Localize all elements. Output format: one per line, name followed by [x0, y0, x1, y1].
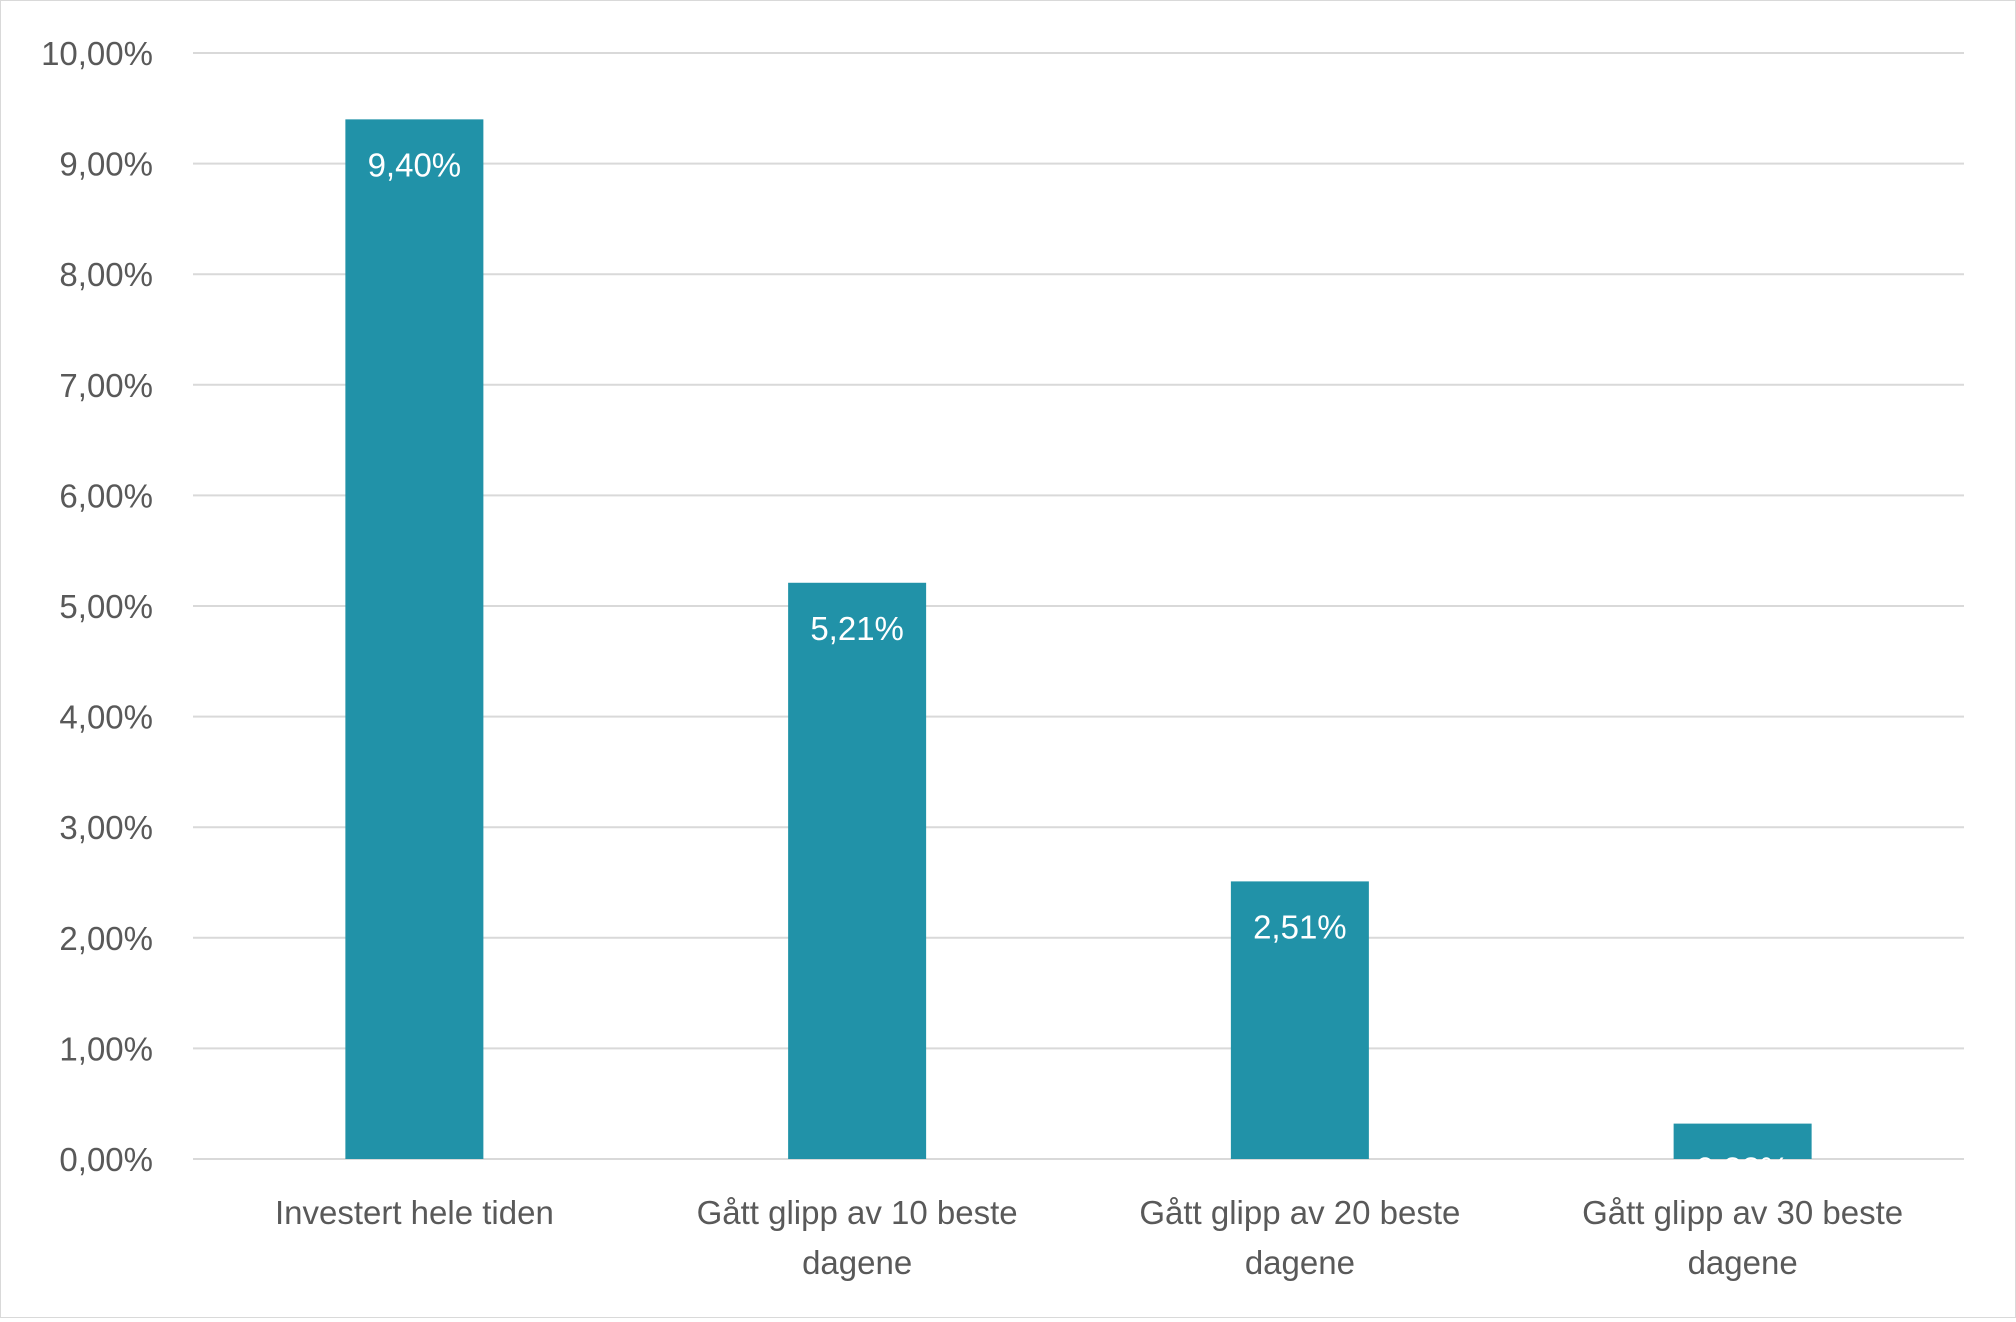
y-tick-label: 7,00% — [59, 367, 153, 404]
y-tick-label: 1,00% — [59, 1030, 153, 1067]
x-tick-label: Gått glipp av 10 beste — [697, 1194, 1018, 1231]
x-axis-tick-labels: Investert hele tiden Gått glipp av 10 bes… — [275, 1194, 1903, 1281]
data-label: 0,32% — [1696, 1151, 1790, 1188]
x-tick-label: Investert hele tiden — [275, 1194, 554, 1231]
bar — [788, 582, 927, 1159]
y-tick-label: 3,00% — [59, 809, 153, 846]
y-tick-label: 2,00% — [59, 920, 153, 957]
x-tick-label: Gått glipp av 20 beste — [1139, 1194, 1460, 1231]
data-labels: 9,40% 5,21% 2,51% 0,32% — [368, 146, 1790, 1187]
y-tick-label: 8,00% — [59, 256, 153, 293]
bar — [345, 119, 484, 1160]
y-tick-label: 9,00% — [59, 146, 153, 183]
x-tick-label: Gått glipp av 30 beste — [1582, 1194, 1903, 1231]
y-tick-label: 0,00% — [59, 1141, 153, 1178]
y-axis-tick-labels: 0,00% 1,00% 2,00% 3,00% 4,00% 5,00% 6,00% 7,00%… — [41, 35, 153, 1178]
y-tick-label: 10,00% — [41, 35, 153, 72]
data-label: 5,21% — [810, 610, 904, 647]
x-tick-label: dagene — [802, 1244, 912, 1281]
x-tick-label: dagene — [1688, 1244, 1798, 1281]
data-label: 9,40% — [368, 146, 462, 183]
gridlines — [193, 52, 1964, 1160]
bar — [1230, 881, 1369, 1159]
bar — [1673, 1123, 1812, 1159]
x-tick-label: dagene — [1245, 1244, 1355, 1281]
y-tick-label: 5,00% — [59, 588, 153, 625]
data-label: 2,51% — [1253, 908, 1347, 945]
bars — [345, 119, 1812, 1160]
y-tick-label: 4,00% — [59, 699, 153, 736]
y-tick-label: 6,00% — [59, 477, 153, 514]
